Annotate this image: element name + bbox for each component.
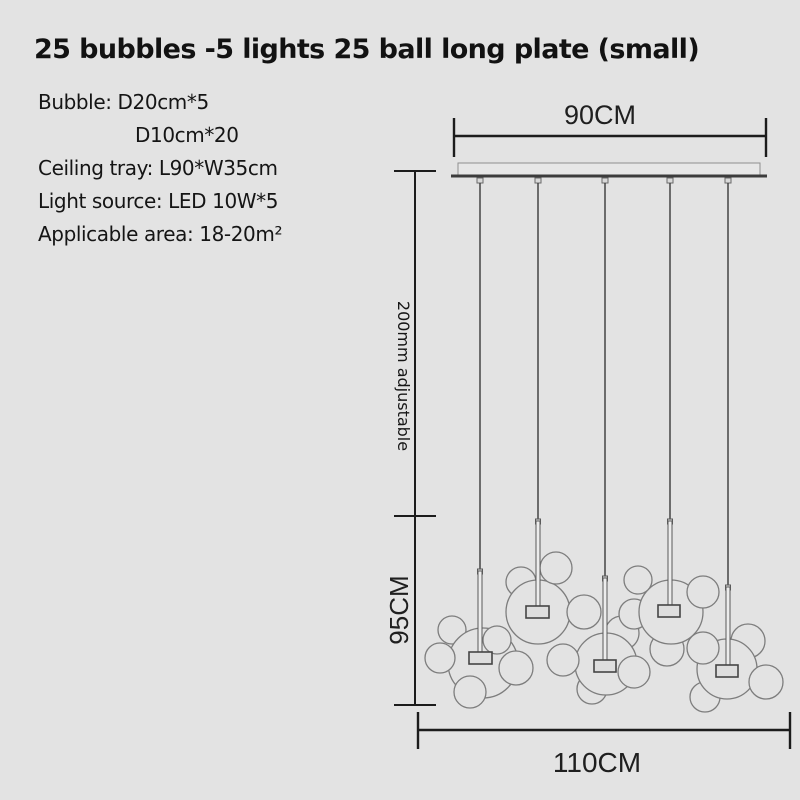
spec-line-ceiling-tray: Ceiling tray: L90*W35cm (38, 156, 278, 180)
led-rods (468, 518, 739, 678)
led-rod (725, 586, 731, 667)
dimension-plate-width: 90CM (452, 100, 768, 157)
bubble-small (686, 631, 720, 665)
bubble-small (566, 594, 602, 630)
overall-width-label: 110CM (553, 747, 641, 778)
spec-line-light-source: Light source: LED 10W*5 (38, 189, 279, 213)
wire-knob (534, 177, 542, 184)
bubble-small (546, 643, 580, 677)
product-title: 25 bubbles -5 lights 25 ball long plate … (34, 34, 700, 65)
spec-list: Bubble: D20cm*5 D10cm*20 Ceiling tray: L… (38, 86, 282, 251)
bubble-small (482, 625, 512, 655)
adjustable-height-label: 200mm adjustable (394, 301, 413, 451)
wire-knob (601, 177, 609, 184)
bubble-small (686, 575, 720, 609)
bubble-small (424, 642, 456, 674)
bubble-small (498, 650, 534, 686)
led-rod (477, 570, 483, 654)
pendant-wires (479, 183, 729, 588)
led-rod (667, 520, 673, 607)
bubble-small (453, 675, 487, 709)
led-rod (602, 577, 608, 662)
led-fitting (715, 664, 739, 678)
led-fitting (657, 604, 681, 618)
bubble-cluster-5 (686, 623, 784, 713)
wire-knob (476, 177, 484, 184)
led-fitting (468, 651, 493, 665)
wire-knob (666, 177, 674, 184)
fixture-height-label: 95CM (384, 575, 414, 644)
ceiling-plate-body (457, 162, 761, 176)
spec-line-applicable-area: Applicable area: 18-20m² (38, 222, 283, 246)
bubble-cluster-2 (505, 551, 602, 645)
dimension-overall-width: 110CM (416, 712, 792, 778)
bubble-small (539, 551, 573, 585)
bubble-small (748, 664, 784, 700)
led-fitting (593, 659, 617, 673)
led-rod (535, 520, 541, 608)
ceiling-plate (451, 162, 767, 184)
bubble-small (617, 655, 651, 689)
wire-knob (724, 177, 732, 184)
led-fitting (525, 605, 550, 619)
spec-line-bubble-small: D10cm*20 (135, 123, 239, 147)
dimension-left: 200mm adjustable 95CM (384, 170, 436, 706)
spec-line-bubble: Bubble: D20cm*5 (38, 90, 209, 114)
bubble-small (623, 565, 653, 595)
plate-width-label: 90CM (564, 100, 636, 130)
